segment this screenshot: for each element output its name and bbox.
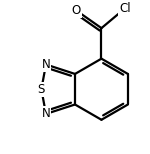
Text: O: O <box>72 4 81 17</box>
Text: N: N <box>42 107 50 120</box>
Text: N: N <box>42 58 50 71</box>
Text: S: S <box>38 83 45 96</box>
Text: Cl: Cl <box>119 2 131 15</box>
